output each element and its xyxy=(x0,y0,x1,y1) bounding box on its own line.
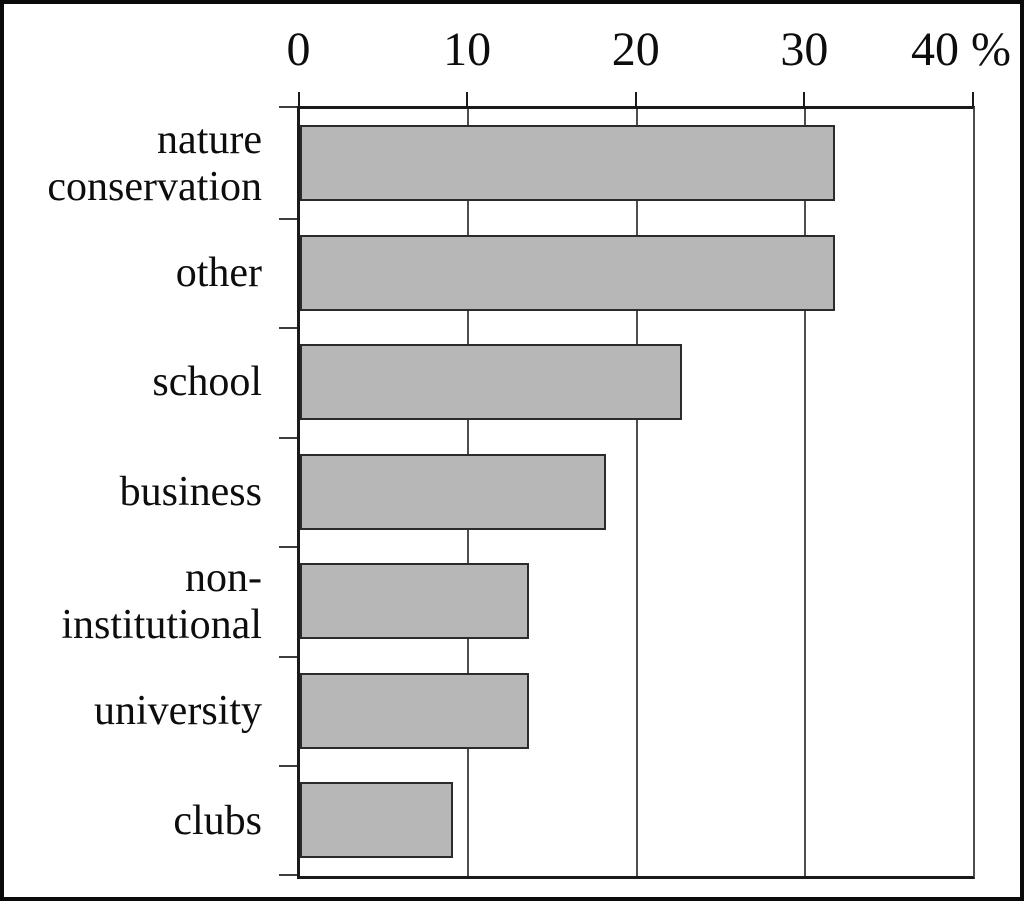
x-tick-label-20: 20 xyxy=(611,23,660,76)
bar-clubs xyxy=(300,782,454,859)
bar-university xyxy=(300,672,529,749)
bar-row-other xyxy=(300,219,973,329)
bar-row-clubs xyxy=(300,766,973,876)
category-label-university: university xyxy=(94,688,262,735)
bar-school xyxy=(300,344,682,421)
bar-row-business xyxy=(300,438,973,548)
x-axis-tick-0 xyxy=(297,92,300,106)
category-label-school: school xyxy=(152,359,262,406)
bar-row-nature-conservation xyxy=(300,109,973,219)
bar-other xyxy=(300,234,836,311)
category-label-non-institutional: non- institutional xyxy=(61,555,262,649)
x-tick-label-10: 10 xyxy=(443,23,492,76)
x-axis-tick-10 xyxy=(466,92,469,106)
y-axis-tick-1 xyxy=(279,217,297,220)
x-tick-label-30: 30 xyxy=(780,23,829,76)
bar-row-school xyxy=(300,328,973,438)
gridline-30 xyxy=(803,109,806,876)
y-axis-tick-6 xyxy=(279,765,297,768)
bar-business xyxy=(300,453,607,530)
y-axis-tick-2 xyxy=(279,327,297,330)
category-label-other: other xyxy=(175,249,262,296)
y-axis-tick-0 xyxy=(279,106,297,108)
bar-non-institutional xyxy=(300,563,529,640)
x-tick-label-40: 40 % xyxy=(911,23,1011,76)
y-axis-tick-5 xyxy=(279,655,297,658)
gridline-20 xyxy=(635,109,638,876)
x-axis-tick-20 xyxy=(634,92,637,106)
bar-row-non-institutional xyxy=(300,547,973,657)
category-label-clubs: clubs xyxy=(173,797,262,844)
category-label-nature-conservation: nature conservation xyxy=(47,116,262,210)
x-axis-tick-30 xyxy=(803,92,806,106)
x-axis-tick-40 xyxy=(972,92,974,106)
y-axis-tick-4 xyxy=(279,546,297,549)
y-axis-tick-7 xyxy=(279,874,297,876)
plot-area xyxy=(297,106,975,879)
bar-nature-conservation xyxy=(300,125,836,201)
x-tick-label-0: 0 xyxy=(286,23,311,76)
category-label-business: business xyxy=(119,468,262,515)
bar-row-university xyxy=(300,657,973,767)
y-axis-tick-3 xyxy=(279,436,297,439)
